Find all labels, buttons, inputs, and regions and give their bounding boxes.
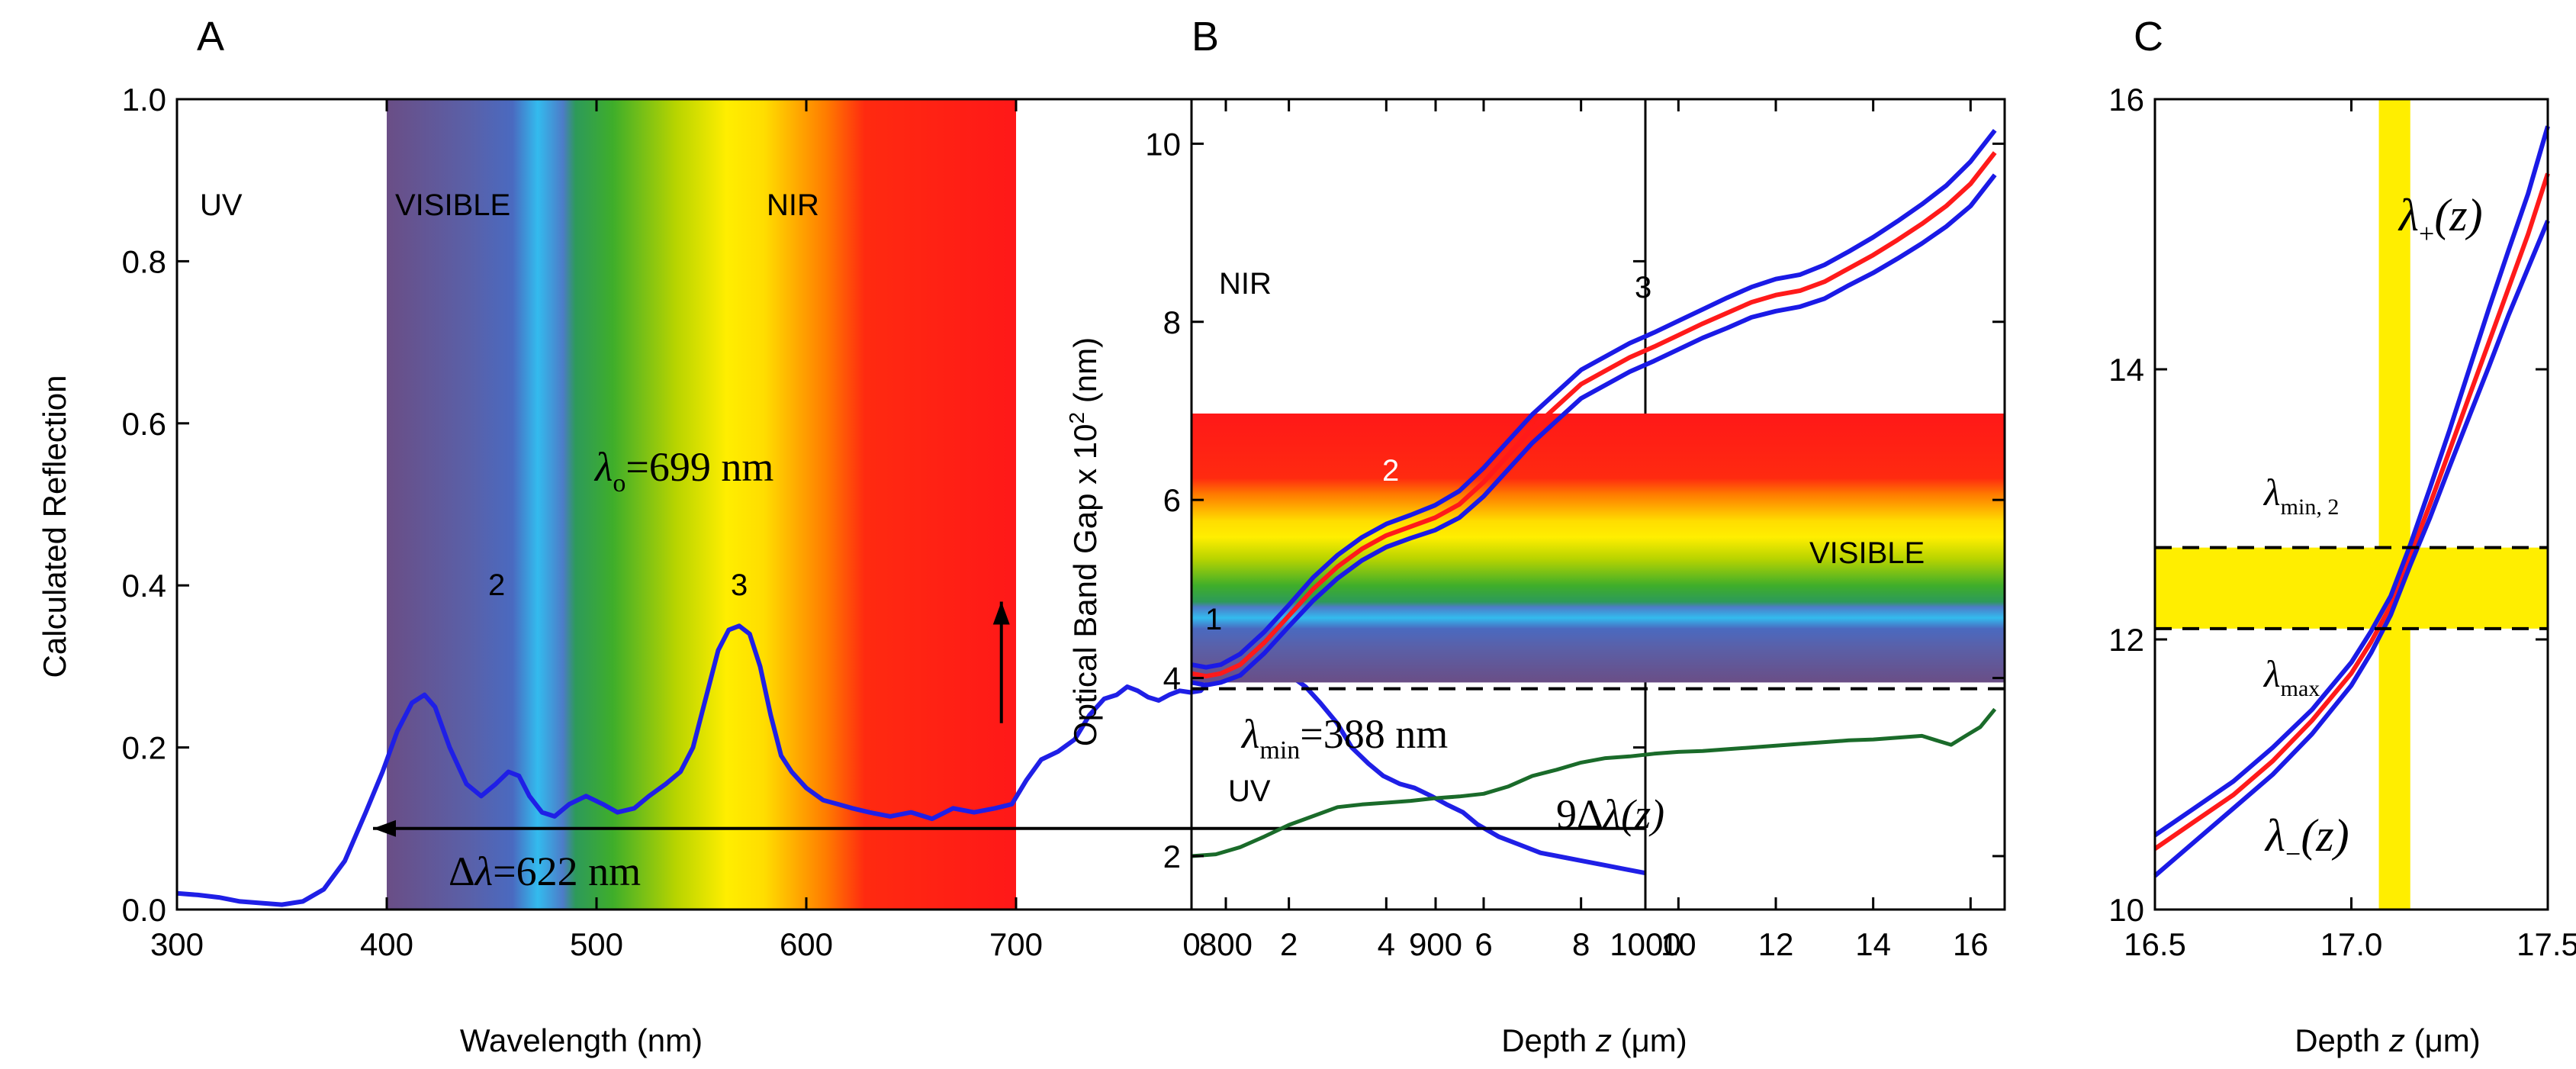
c-y-tick-label: 16 xyxy=(2108,82,2144,118)
peak-label-2: 2 xyxy=(488,568,505,602)
panel-c-annotations xyxy=(2155,546,2548,630)
panel-a-annotations xyxy=(373,601,1645,837)
a-x-tick-label: 300 xyxy=(150,926,204,962)
a-x-tick-label: 900 xyxy=(1409,926,1462,962)
b-x-tick-label: 8 xyxy=(1572,926,1590,962)
visible-spectrum-band-b xyxy=(1192,413,2005,683)
lambda_center-line xyxy=(1191,151,1997,679)
lambda-min2-annotation: λmin, 2 xyxy=(2262,471,2339,520)
lambda_minus-line xyxy=(1191,173,1997,687)
b-x-tick-label: 6 xyxy=(1475,926,1492,962)
b-x-tick-label: 0 xyxy=(1182,926,1200,962)
region-label-nir-b: NIR xyxy=(1219,267,1272,301)
visible-spectrum-band xyxy=(387,99,1016,910)
delta-lambda-annotation: Δλ=622 nm xyxy=(449,848,641,894)
lambda_plus-line xyxy=(1191,128,1997,670)
lambda-o-arrow-head xyxy=(992,601,1010,625)
x-axis-label-c: Depth z (μm) xyxy=(2295,1022,2481,1058)
region-label-visible-b: VISIBLE xyxy=(1809,536,1925,570)
panel-label-b: B xyxy=(1192,14,1219,60)
c-y-tick-label: 14 xyxy=(2108,352,2144,388)
panel-label-a: A xyxy=(197,14,224,60)
b-x-tick-label: 2 xyxy=(1280,926,1298,962)
b-x-tick-label: 12 xyxy=(1758,926,1794,962)
y-axis-label-a: Calculated Reflection xyxy=(37,375,72,678)
upper-line xyxy=(2153,125,2550,838)
lambda-o-annotation: λo=699 nm xyxy=(593,444,773,497)
panel-c: 16.5 17.0 17.5 10 12 14 16 C Depth z (μm) λ+(z… xyxy=(2108,14,2576,1058)
y-axis-label-b: Optical Band Gap x 102 (nm) xyxy=(1065,337,1103,746)
peak-label-3: 3 xyxy=(731,568,748,602)
vertical-yellow-band xyxy=(2378,99,2410,910)
b-y-tick-label: 6 xyxy=(1163,482,1181,518)
a-y-tick-label: 0.0 xyxy=(122,892,166,928)
b-x-tick-label: 10 xyxy=(1661,926,1696,962)
region-label-uv-b: UV xyxy=(1228,774,1271,808)
a-x-tick-label: 600 xyxy=(780,926,833,962)
reflection-line xyxy=(176,623,1646,907)
a-y-tick-label: 0.6 xyxy=(122,406,166,442)
c-y-tick-label: 12 xyxy=(2108,622,2144,658)
delta-lambda-arrow-head xyxy=(373,819,396,837)
region-label-uv: UV xyxy=(200,188,243,222)
a-x-tick-label: 800 xyxy=(1199,926,1253,962)
9_delta_lambda-line xyxy=(1191,707,1997,858)
curve-label-1: 1 xyxy=(1205,603,1222,636)
b-x-tick-label: 4 xyxy=(1378,926,1395,962)
panel-c-series xyxy=(2153,125,2550,878)
c-x-tick-label: 17.0 xyxy=(2320,926,2383,962)
panel-label-c: C xyxy=(2134,14,2163,60)
panel-b-frame xyxy=(1190,98,2006,911)
lower-line xyxy=(2153,220,2550,878)
a-x-tick-label: 500 xyxy=(570,926,623,962)
x-axis-label-a: Wavelength (nm) xyxy=(460,1022,703,1058)
lambda-min-annotation: λmin=388 nm xyxy=(1240,711,1448,765)
b-x-tick-label: 16 xyxy=(1953,926,1989,962)
center-line xyxy=(2153,172,2550,851)
c-x-tick-label: 16.5 xyxy=(2124,926,2186,962)
b-y-tick-label: 4 xyxy=(1163,661,1181,697)
lambda-plus-annotation: λ+(z) xyxy=(2398,190,2483,249)
panel-a: 300 400 500 600 700 800 900 1000 0.0 0.2 0.4 0.6 0.8… xyxy=(37,14,1681,1058)
b-y-tick-label: 10 xyxy=(1145,126,1181,162)
panel-c-frame xyxy=(2153,98,2549,911)
c-x-tick-label: 17.5 xyxy=(2517,926,2576,962)
curve-label-2: 2 xyxy=(1382,454,1399,488)
x-axis-label-b: Depth z (μm) xyxy=(1501,1022,1687,1058)
region-label-nir: NIR xyxy=(767,188,819,222)
a-y-tick-label: 0.8 xyxy=(122,243,166,279)
panel-c-ticks: 16.5 17.0 17.5 10 12 14 16 xyxy=(2108,82,2576,962)
horizontal-yellow-band xyxy=(2155,547,2548,629)
lambda-max-annotation: λmax xyxy=(2262,652,2320,701)
panel-a-series xyxy=(176,623,1646,907)
a-x-tick-label: 400 xyxy=(360,926,413,962)
b-x-tick-label: 14 xyxy=(1855,926,1891,962)
a-y-tick-label: 1.0 xyxy=(122,82,166,118)
region-label-visible: VISIBLE xyxy=(395,188,510,222)
c-y-tick-label: 10 xyxy=(2108,892,2144,928)
peak-label-1: 1 xyxy=(304,626,320,659)
panel-b-series xyxy=(1191,128,1997,858)
lambda-minus-annotation: λ−(z) xyxy=(2264,810,2349,869)
a-x-tick-label: 700 xyxy=(989,926,1043,962)
a-y-tick-label: 0.4 xyxy=(122,568,166,604)
a-y-tick-label: 0.2 xyxy=(122,730,166,766)
delta-lambda-z-annotation: 9Δλ(z) xyxy=(1556,791,1664,837)
b-y-tick-label: 2 xyxy=(1163,839,1181,874)
a-x-tick-label: 1000 xyxy=(1610,926,1680,962)
panel-a-ticks: 300 400 500 600 700 800 900 1000 0.0 0.2 0.4 0.6 0.8… xyxy=(122,82,1681,962)
curve-label-3: 3 xyxy=(1635,271,1651,304)
b-y-tick-label: 8 xyxy=(1163,304,1181,340)
